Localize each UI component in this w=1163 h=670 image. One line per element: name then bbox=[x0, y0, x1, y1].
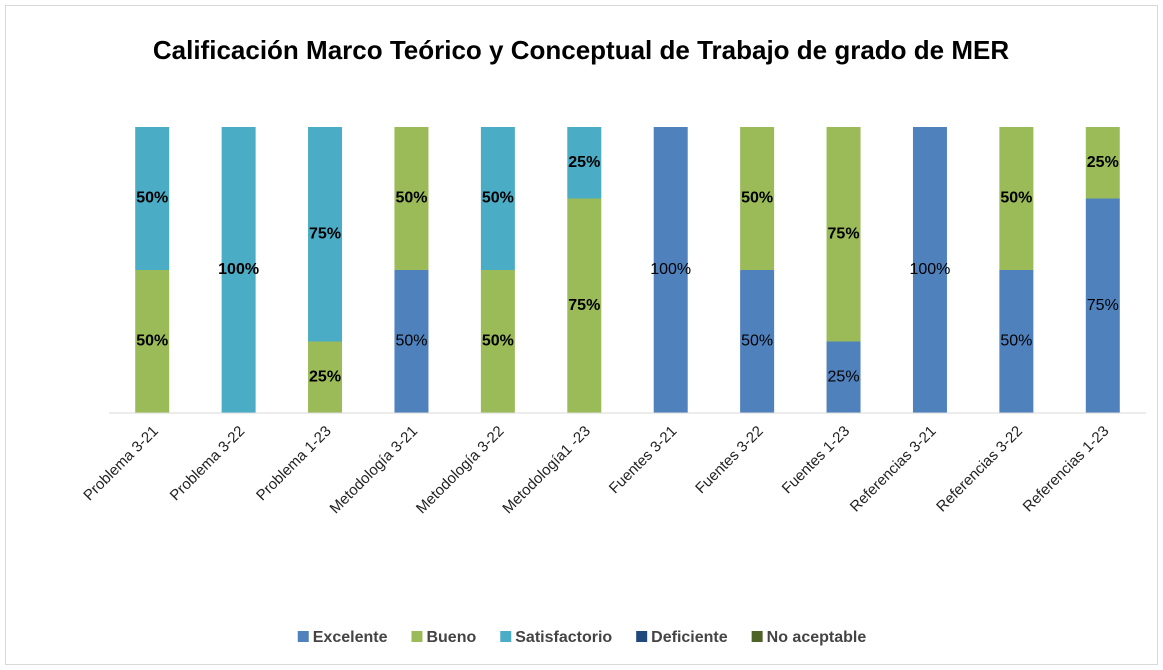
bar-segment bbox=[826, 127, 861, 342]
data-label: 50% bbox=[136, 333, 168, 350]
data-label: 100% bbox=[218, 261, 259, 278]
data-label: 50% bbox=[1000, 333, 1032, 350]
data-label: 50% bbox=[482, 190, 514, 207]
bar-segment bbox=[567, 127, 602, 199]
legend-label: Satisfactorio bbox=[515, 629, 612, 646]
bar-segment bbox=[480, 127, 515, 270]
data-label: 25% bbox=[1087, 154, 1119, 171]
legend-label: Excelente bbox=[313, 629, 388, 646]
bar-segment bbox=[740, 127, 775, 270]
legend-swatch bbox=[751, 631, 763, 642]
data-label: 25% bbox=[828, 368, 860, 385]
bar-segment bbox=[740, 270, 775, 413]
data-label: 25% bbox=[309, 368, 341, 385]
bar-segment bbox=[653, 127, 688, 413]
bar-segment bbox=[999, 270, 1034, 413]
bar-segment bbox=[567, 198, 602, 413]
bar-segment bbox=[308, 341, 343, 413]
bar-segment bbox=[826, 341, 861, 413]
bar-segment bbox=[221, 127, 256, 413]
data-label: 75% bbox=[568, 297, 600, 314]
legend-swatch bbox=[297, 631, 309, 642]
bar-segment bbox=[135, 127, 170, 270]
bar-segment bbox=[480, 270, 515, 413]
data-label: 50% bbox=[395, 333, 427, 350]
legend-label: Bueno bbox=[426, 629, 476, 646]
data-label: 50% bbox=[482, 333, 514, 350]
bar-segment bbox=[912, 127, 947, 413]
bar-segment bbox=[1085, 198, 1120, 413]
bar-segment bbox=[308, 127, 343, 342]
legend-label: Deficiente bbox=[651, 629, 728, 646]
bar-segment bbox=[135, 270, 170, 413]
legend-swatch bbox=[411, 631, 423, 642]
data-label: 100% bbox=[909, 261, 950, 278]
bar-segment bbox=[1085, 127, 1120, 199]
bar-segment bbox=[394, 270, 429, 413]
bar-segment bbox=[394, 127, 429, 270]
legend-swatch bbox=[636, 631, 648, 642]
bar-segment bbox=[999, 127, 1034, 270]
data-label: 100% bbox=[650, 261, 691, 278]
chart-title: Calificación Marco Teórico y Conceptual … bbox=[152, 35, 1010, 65]
data-label: 50% bbox=[1000, 190, 1032, 207]
legend-swatch bbox=[500, 631, 512, 642]
data-label: 50% bbox=[395, 190, 427, 207]
data-label: 75% bbox=[1087, 297, 1119, 314]
data-label: 50% bbox=[741, 333, 773, 350]
data-label: 75% bbox=[309, 225, 341, 242]
data-label: 50% bbox=[136, 190, 168, 207]
legend-label: No aceptable bbox=[767, 629, 867, 646]
data-label: 75% bbox=[828, 225, 860, 242]
data-label: 50% bbox=[741, 190, 773, 207]
data-label: 25% bbox=[568, 154, 600, 171]
